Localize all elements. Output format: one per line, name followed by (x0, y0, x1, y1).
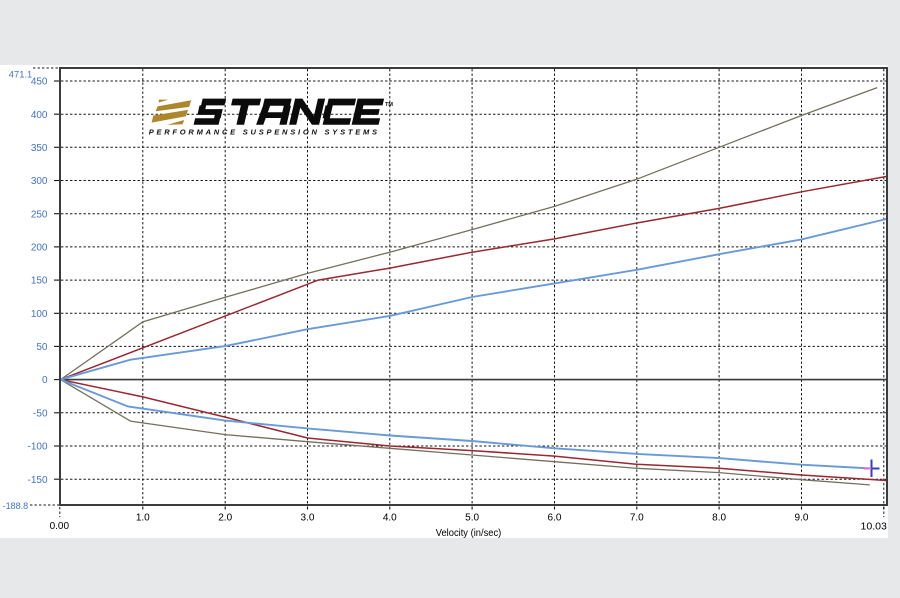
svg-text:4.0: 4.0 (383, 512, 397, 523)
svg-text:200: 200 (31, 243, 48, 254)
svg-text:-150: -150 (27, 475, 47, 486)
svg-text:0.00: 0.00 (50, 521, 70, 532)
svg-text:400: 400 (31, 110, 48, 121)
svg-text:1.0: 1.0 (136, 512, 150, 523)
svg-text:5.0: 5.0 (465, 512, 479, 523)
svg-text:300: 300 (31, 176, 48, 187)
svg-text:471.1: 471.1 (9, 69, 32, 80)
svg-text:9.0: 9.0 (795, 512, 809, 523)
svg-text:-50: -50 (33, 408, 48, 419)
svg-text:-188.8: -188.8 (3, 501, 29, 512)
svg-text:10.03: 10.03 (861, 522, 888, 533)
svg-text:6.0: 6.0 (548, 512, 562, 523)
svg-text:TM: TM (385, 102, 393, 108)
svg-text:50: 50 (36, 342, 48, 353)
svg-text:0: 0 (42, 375, 48, 386)
svg-text:Velocity (in/sec): Velocity (in/sec) (436, 527, 502, 539)
svg-text:350: 350 (31, 143, 48, 154)
svg-text:100: 100 (31, 309, 48, 320)
svg-text:7.0: 7.0 (630, 512, 644, 523)
svg-text:450: 450 (31, 77, 48, 88)
svg-text:2.0: 2.0 (218, 512, 232, 523)
svg-text:8.0: 8.0 (712, 512, 726, 523)
svg-text:250: 250 (31, 209, 48, 220)
svg-text:3.0: 3.0 (301, 512, 315, 523)
svg-text:PERFORMANCE SUSPENSION SYSTEMS: PERFORMANCE SUSPENSION SYSTEMS (149, 128, 377, 137)
svg-text:-100: -100 (27, 442, 47, 453)
svg-text:150: 150 (31, 276, 48, 287)
